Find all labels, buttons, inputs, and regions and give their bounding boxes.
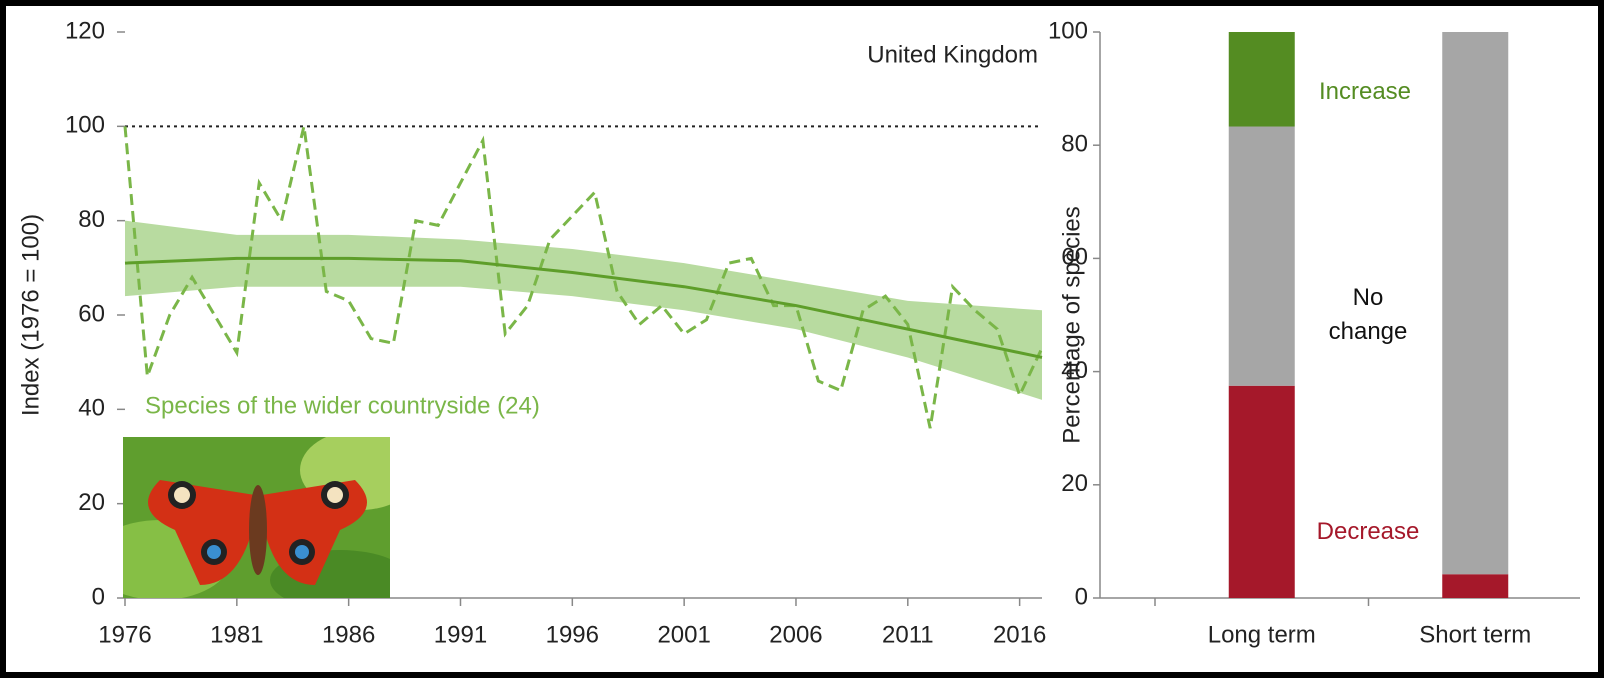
x-tick-label: 2006 xyxy=(769,621,822,648)
y-axis-label: Percentage of species xyxy=(1058,206,1085,443)
bar-segment xyxy=(1228,385,1295,598)
series-label: Increase xyxy=(1318,78,1412,105)
trend-line xyxy=(124,256,1043,359)
x-tick-label: 1976 xyxy=(98,621,151,648)
y-tick-label: 100 xyxy=(65,112,105,139)
y-tick-label: 40 xyxy=(1061,357,1088,384)
y-tick-label: 80 xyxy=(78,206,105,233)
index-line xyxy=(123,125,1044,429)
bar-segment xyxy=(1442,32,1509,575)
x-tick-label: 1986 xyxy=(322,621,375,648)
bar-segment xyxy=(1228,126,1295,386)
confidence-band xyxy=(125,220,1042,400)
x-tick-label: Long term xyxy=(1208,621,1316,648)
series-label: No change xyxy=(1328,284,1408,345)
y-tick-label: 60 xyxy=(1061,244,1088,271)
x-tick-label: 1996 xyxy=(546,621,599,648)
annotation: United Kingdom xyxy=(867,41,1038,68)
y-tick-label: 0 xyxy=(92,583,105,610)
bar-segment xyxy=(1442,574,1509,598)
series-label: Species of the wider countryside (24) xyxy=(145,392,540,419)
bar-segment xyxy=(1228,32,1295,127)
x-tick-label: 1991 xyxy=(434,621,487,648)
y-axis-label: Index (1976 = 100) xyxy=(17,214,44,416)
x-tick-label: Short term xyxy=(1419,621,1531,648)
y-tick-label: 20 xyxy=(1061,470,1088,497)
y-tick-label: 20 xyxy=(78,489,105,516)
x-tick-label: 2011 xyxy=(882,621,934,648)
x-tick-label: 2016 xyxy=(993,621,1046,648)
x-tick-label: 1981 xyxy=(210,621,263,648)
y-tick-label: 0 xyxy=(1075,583,1088,610)
y-tick-label: 100 xyxy=(1048,17,1088,44)
y-tick-label: 40 xyxy=(78,395,105,422)
butterfly-photo xyxy=(123,437,390,598)
series-label: Decrease xyxy=(1316,518,1420,545)
y-tick-label: 80 xyxy=(1061,131,1088,158)
x-tick-label: 2001 xyxy=(657,621,710,648)
y-tick-label: 120 xyxy=(65,17,105,44)
y-tick-label: 60 xyxy=(78,300,105,327)
